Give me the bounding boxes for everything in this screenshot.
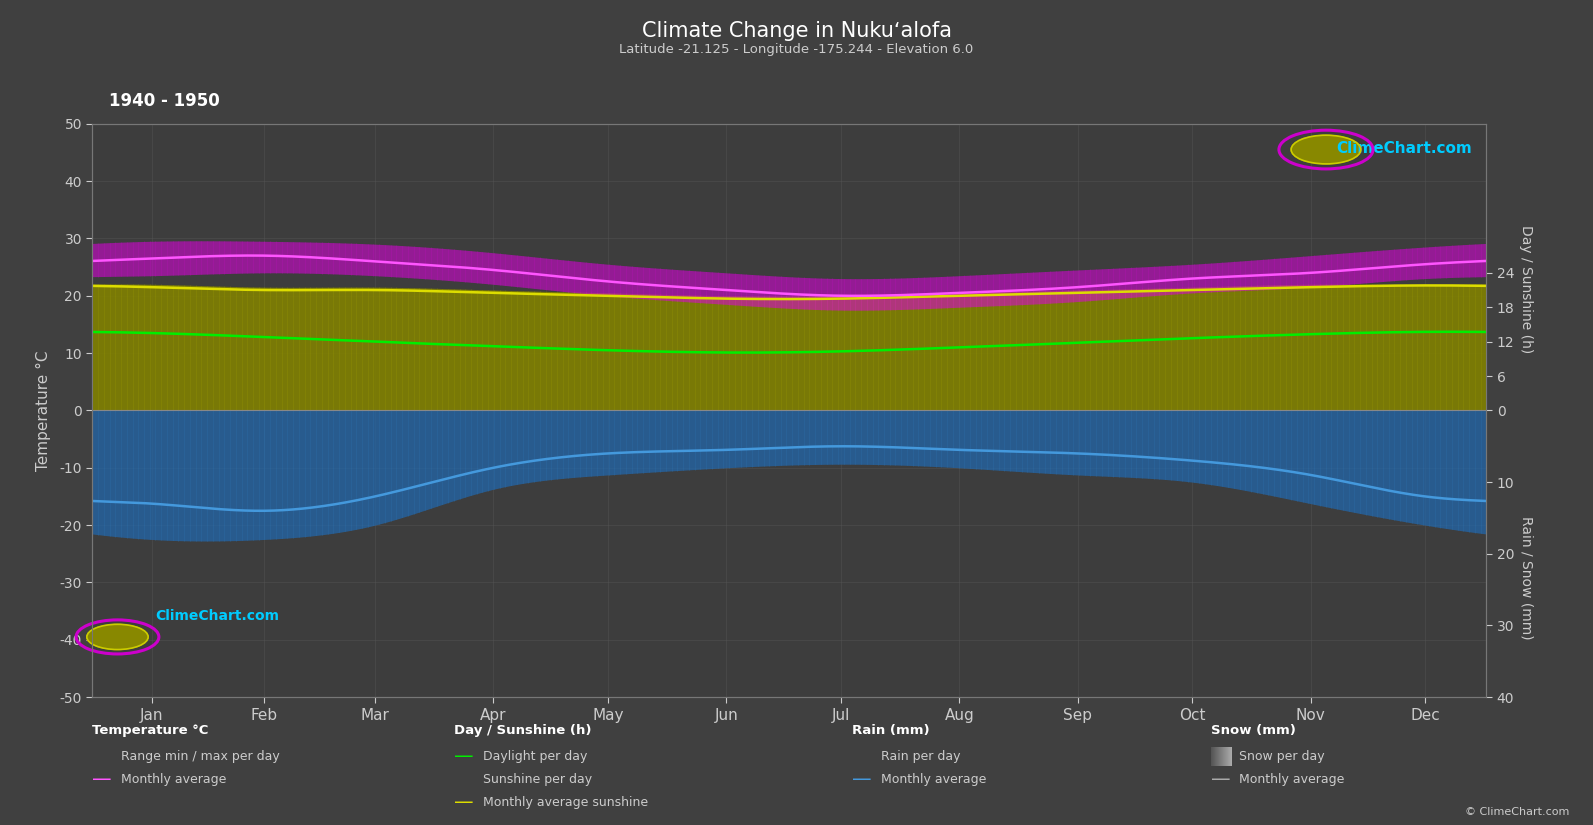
Text: Rain / Snow (mm): Rain / Snow (mm) [1520,516,1532,639]
Text: Monthly average: Monthly average [121,773,226,786]
Text: Rain per day: Rain per day [881,750,961,763]
Text: —: — [1211,770,1230,790]
Text: —: — [852,770,871,790]
Text: Monthly average: Monthly average [881,773,986,786]
Text: Daylight per day: Daylight per day [483,750,588,763]
Text: 1940 - 1950: 1940 - 1950 [110,92,220,111]
Text: Monthly average sunshine: Monthly average sunshine [483,796,648,809]
Text: ClimeChart.com: ClimeChart.com [155,609,279,623]
Text: —: — [92,770,112,790]
Text: © ClimeChart.com: © ClimeChart.com [1464,807,1569,817]
Y-axis label: Temperature °C: Temperature °C [37,350,51,471]
Text: Climate Change in Nukuʻalofa: Climate Change in Nukuʻalofa [642,21,951,40]
Text: —: — [454,747,473,766]
Circle shape [88,625,148,649]
Text: Snow per day: Snow per day [1239,750,1325,763]
Circle shape [1292,135,1360,164]
Text: ClimeChart.com: ClimeChart.com [1337,141,1472,156]
Text: Rain (mm): Rain (mm) [852,724,930,737]
Text: Day / Sunshine (h): Day / Sunshine (h) [1520,224,1532,353]
Text: Range min / max per day: Range min / max per day [121,750,280,763]
Text: —: — [454,793,473,813]
Text: Monthly average: Monthly average [1239,773,1344,786]
Text: Temperature °C: Temperature °C [92,724,209,737]
Text: Day / Sunshine (h): Day / Sunshine (h) [454,724,591,737]
Text: Sunshine per day: Sunshine per day [483,773,593,786]
Text: Snow (mm): Snow (mm) [1211,724,1295,737]
Text: Latitude -21.125 - Longitude -175.244 - Elevation 6.0: Latitude -21.125 - Longitude -175.244 - … [620,43,973,56]
